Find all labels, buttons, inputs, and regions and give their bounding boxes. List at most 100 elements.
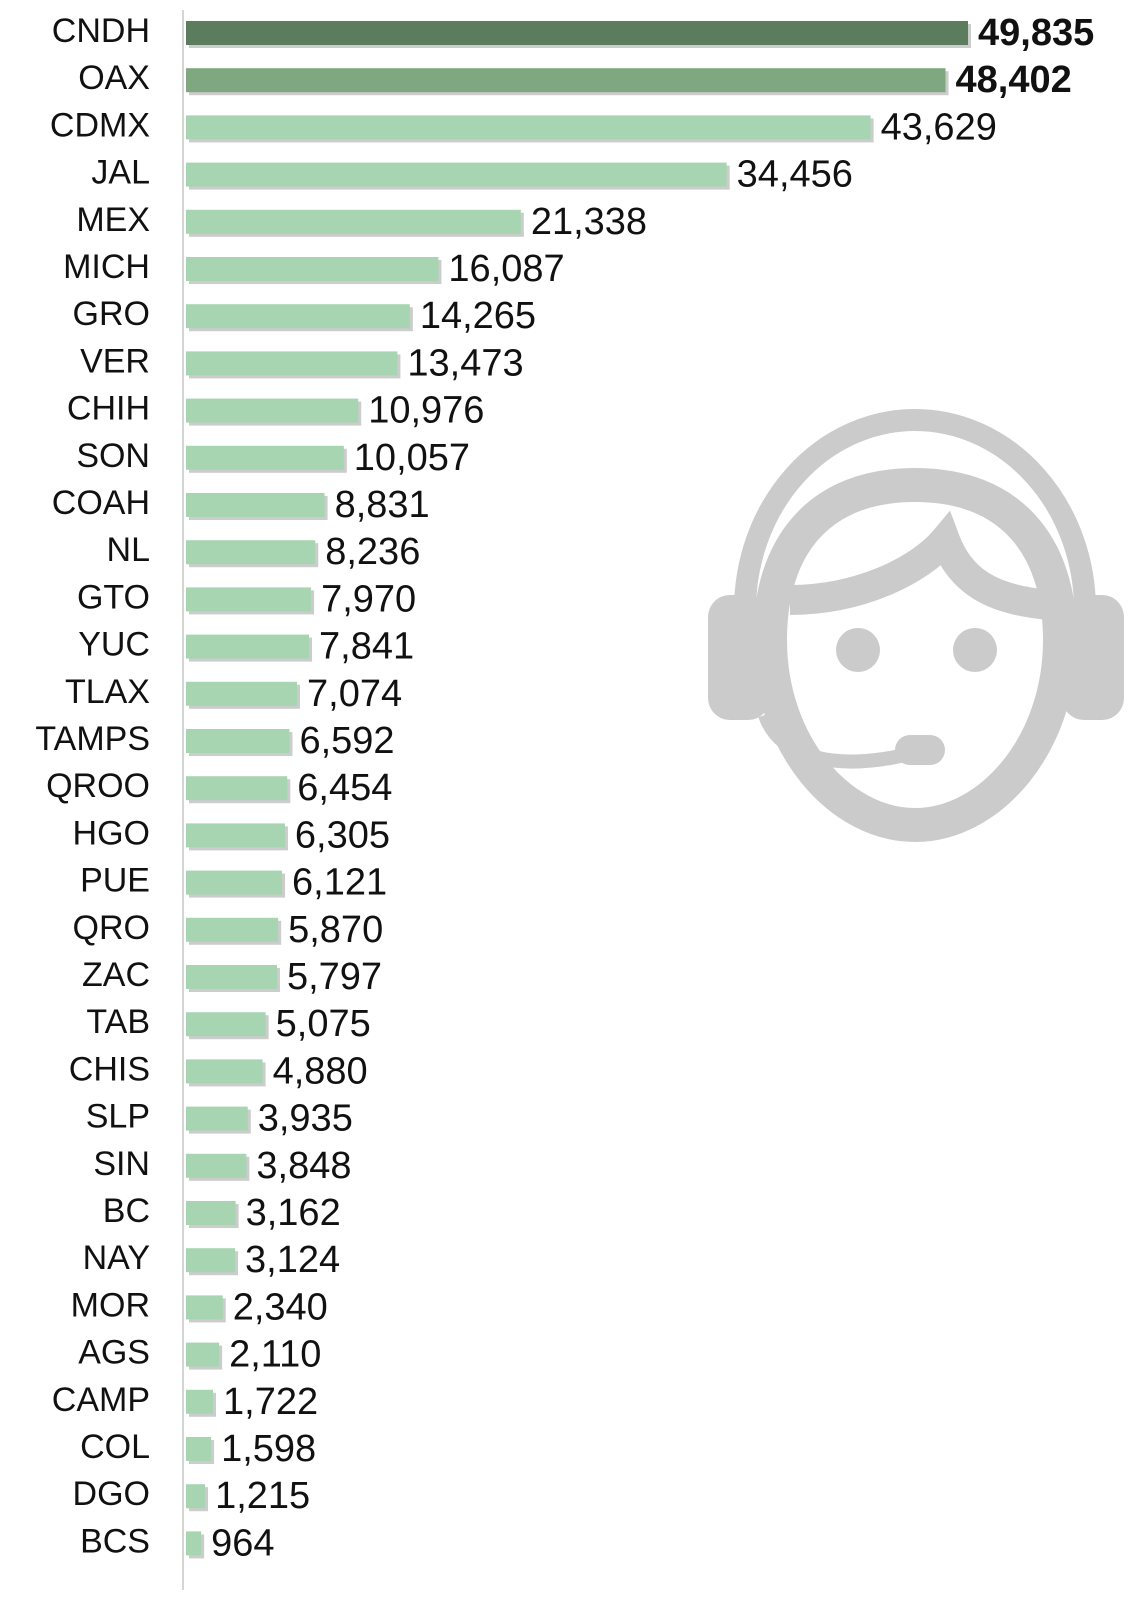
- category-label: OAX: [78, 59, 150, 97]
- category-label: MOR: [71, 1286, 150, 1324]
- bar: [186, 1389, 214, 1414]
- bar: [186, 965, 277, 989]
- value-label: 48,402: [956, 59, 1072, 101]
- category-label: TAB: [86, 1003, 150, 1041]
- bar: [186, 162, 727, 187]
- category-label: GRO: [73, 295, 150, 333]
- bar: [186, 1201, 236, 1225]
- category-label: COAH: [52, 484, 150, 522]
- bar: [186, 587, 312, 612]
- bar: [186, 257, 439, 281]
- value-label: 4,880: [273, 1050, 368, 1092]
- value-label: 16,087: [448, 248, 564, 290]
- category-label: YUC: [78, 626, 150, 664]
- value-label: 7,841: [319, 626, 414, 668]
- value-label: 7,074: [307, 673, 402, 715]
- value-label: 2,110: [229, 1334, 321, 1376]
- bar: [186, 445, 344, 470]
- value-label: 1,598: [221, 1428, 316, 1470]
- headset-icon: [708, 409, 1124, 843]
- category-label: DGO: [73, 1475, 150, 1513]
- value-label: 21,338: [531, 201, 647, 243]
- category-label: TLAX: [65, 673, 150, 711]
- value-label: 43,629: [881, 106, 997, 148]
- bar: [186, 1059, 263, 1084]
- category-label: COL: [80, 1428, 150, 1466]
- bar: [186, 351, 398, 376]
- bar: [186, 1295, 223, 1320]
- category-label: TAMPS: [35, 720, 150, 758]
- value-label: 6,121: [292, 862, 387, 904]
- bar: [186, 304, 410, 329]
- bar: [186, 823, 285, 848]
- value-label: 5,870: [288, 909, 383, 951]
- value-label: 14,265: [420, 295, 536, 337]
- value-label: 3,124: [245, 1239, 340, 1281]
- bar: [186, 21, 968, 45]
- value-label: 8,236: [325, 531, 420, 573]
- category-label: GTO: [77, 578, 150, 616]
- bar: [186, 917, 279, 942]
- value-label: 3,848: [256, 1145, 351, 1187]
- bar: [186, 1484, 206, 1509]
- value-label: 6,305: [295, 814, 390, 856]
- category-label: MEX: [76, 201, 150, 239]
- value-label: 964: [211, 1522, 274, 1564]
- bar: [186, 1106, 248, 1131]
- bar: [186, 1012, 266, 1037]
- value-label: 2,340: [233, 1286, 328, 1328]
- value-label: 1,722: [223, 1381, 318, 1423]
- category-label: BCS: [80, 1522, 150, 1560]
- value-label: 5,797: [287, 956, 382, 998]
- value-label: 3,162: [246, 1192, 341, 1234]
- value-label: 5,075: [276, 1003, 371, 1045]
- value-label: 1,215: [215, 1475, 310, 1517]
- value-label: 6,454: [297, 767, 392, 809]
- bar: [186, 115, 871, 140]
- bar: [186, 1248, 236, 1273]
- bar: [186, 398, 359, 423]
- category-label: AGS: [78, 1334, 150, 1372]
- bar: [186, 1437, 212, 1461]
- bar: [186, 729, 290, 753]
- category-label: CDMX: [50, 106, 150, 144]
- value-label: 10,057: [354, 437, 470, 479]
- value-label: 6,592: [299, 720, 394, 762]
- category-label: SLP: [86, 1098, 150, 1136]
- category-label: CNDH: [52, 12, 150, 50]
- bar: [186, 870, 283, 895]
- bar: [186, 634, 310, 659]
- bar: [186, 681, 298, 706]
- category-label: BC: [103, 1192, 150, 1230]
- category-label: VER: [80, 342, 150, 380]
- category-label: ZAC: [82, 956, 150, 994]
- bar: [186, 68, 946, 93]
- category-label: QROO: [46, 767, 150, 805]
- bar: [186, 493, 325, 517]
- category-label: SIN: [93, 1145, 150, 1183]
- category-label: JAL: [91, 154, 150, 192]
- value-label: 8,831: [335, 484, 430, 526]
- category-label: CAMP: [52, 1381, 150, 1419]
- category-label: NAY: [83, 1239, 150, 1277]
- category-label: NL: [107, 531, 150, 569]
- bar: [186, 540, 316, 565]
- value-label: 13,473: [407, 342, 523, 384]
- bar: [186, 1153, 247, 1178]
- value-label: 3,935: [258, 1098, 353, 1140]
- value-label: 10,976: [368, 390, 484, 432]
- value-label: 49,835: [978, 12, 1094, 54]
- bar: [186, 1531, 202, 1556]
- category-label: QRO: [73, 909, 150, 947]
- bar: [186, 776, 288, 801]
- value-label: 7,970: [321, 578, 416, 620]
- category-label: SON: [76, 437, 150, 475]
- category-label: PUE: [80, 862, 150, 900]
- category-label: CHIS: [69, 1050, 150, 1088]
- category-label: CHIH: [67, 390, 150, 428]
- bar: [186, 209, 521, 234]
- category-label: HGO: [73, 814, 150, 852]
- bar: [186, 1342, 220, 1367]
